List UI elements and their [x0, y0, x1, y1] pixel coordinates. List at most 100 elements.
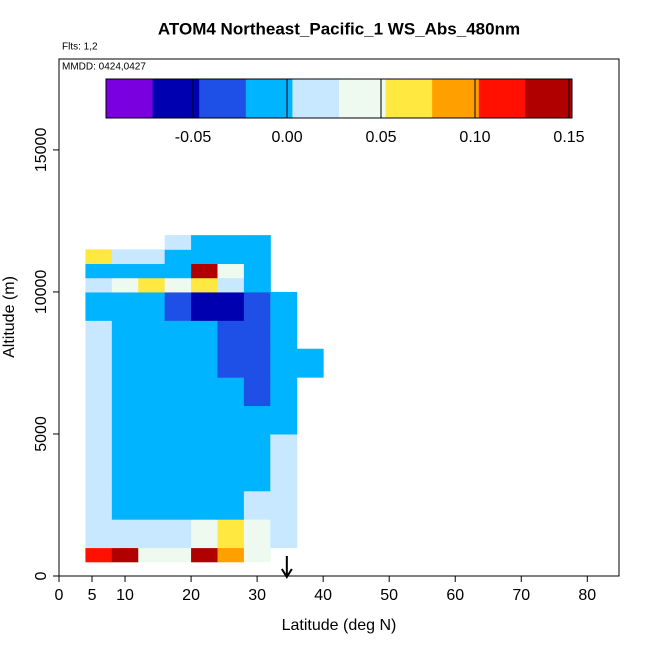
colorbar-block: [339, 79, 387, 118]
heat-cell: [217, 433, 245, 463]
heat-cell: [164, 235, 192, 250]
y-tick-label: 10000: [33, 270, 50, 315]
heat-cell: [270, 462, 298, 492]
heat-cell: [217, 291, 245, 321]
colorbar-block: [525, 79, 573, 118]
heat-cell: [191, 433, 218, 463]
colorbar-block: [152, 79, 200, 118]
heat-cell: [164, 433, 192, 463]
heat-cell: [243, 490, 271, 520]
x-tick-label: 50: [380, 587, 398, 604]
heat-cell: [111, 433, 139, 463]
heat-cell: [217, 277, 245, 293]
heat-cell: [85, 547, 113, 563]
heat-cell: [164, 291, 192, 321]
heat-cell: [111, 490, 139, 520]
colorbar-block: [432, 79, 480, 118]
heat-cell: [191, 235, 218, 250]
heat-cell: [217, 462, 245, 492]
heat-cell: [138, 377, 166, 407]
x-tick-label: 20: [182, 587, 200, 604]
heat-cell: [270, 348, 298, 378]
heat-cell: [138, 320, 166, 350]
heat-cell: [85, 291, 113, 321]
heat-cell: [111, 348, 139, 378]
colorbar-frame: [105, 78, 573, 119]
y-tick-label: 15000: [33, 128, 50, 173]
heat-cell: [270, 377, 298, 407]
heat-cell: [217, 235, 245, 250]
heat-cell: [191, 249, 218, 265]
heat-cell: [164, 490, 192, 520]
x-tick-label: 0: [55, 587, 64, 604]
heat-cell: [111, 320, 139, 350]
heat-cell: [111, 263, 139, 279]
heat-cell: [296, 348, 324, 378]
heat-cell: [164, 519, 192, 549]
heat-cell: [243, 263, 271, 279]
heat-cell: [217, 249, 245, 265]
colorbar-block: [385, 79, 433, 118]
heat-cell: [138, 291, 166, 321]
heat-cell: [217, 547, 245, 563]
heat-cell: [243, 291, 271, 321]
heat-cell: [243, 249, 271, 265]
colorbar-tick-label: 0.10: [459, 129, 490, 146]
heat-cell: [138, 249, 166, 265]
heat-cell: [243, 547, 271, 563]
plot-frame: [58, 58, 620, 577]
x-tick-label: 80: [578, 587, 596, 604]
heat-cell: [191, 377, 218, 407]
colorbar-tick-label: 0.00: [271, 129, 302, 146]
heat-cell: [85, 320, 113, 350]
heat-cell: [164, 405, 192, 435]
heat-cell: [191, 490, 218, 520]
heat-cell: [217, 490, 245, 520]
y-tick-label: 0: [33, 571, 50, 580]
x-tick-label: 40: [314, 587, 332, 604]
heat-cell: [111, 519, 139, 549]
heat-cell: [138, 277, 166, 293]
heat-cell: [217, 519, 245, 549]
heat-cell: [243, 377, 271, 407]
heat-cell: [85, 462, 113, 492]
annotation: Flts: 1,2: [62, 42, 98, 53]
heat-cell: [85, 377, 113, 407]
x-tick-label: 30: [248, 587, 266, 604]
heat-cell: [164, 263, 192, 279]
heat-cell: [217, 320, 245, 350]
chart-title: ATOM4 Northeast_Pacific_1 WS_Abs_480nm: [158, 19, 520, 38]
heat-cell: [111, 405, 139, 435]
heat-cell: [138, 547, 166, 563]
heat-cell: [243, 320, 271, 350]
heat-cell: [164, 377, 192, 407]
heat-cell: [111, 249, 139, 265]
marker-arrow: [280, 556, 293, 579]
heat-cell: [85, 277, 113, 293]
heat-cell: [243, 519, 271, 549]
heat-cell: [85, 263, 113, 279]
x-tick-label: 60: [446, 587, 464, 604]
heat-cell: [270, 320, 298, 350]
heat-cell: [164, 249, 192, 265]
heat-cell: [85, 433, 113, 463]
heat-cell: [111, 291, 139, 321]
heat-cell: [191, 547, 218, 563]
heat-cell: [270, 519, 298, 549]
heat-cell: [270, 433, 298, 463]
heat-cell: [164, 320, 192, 350]
annotation: MMDD: 0424,0427: [62, 62, 146, 73]
heat-cell: [270, 490, 298, 520]
heat-cell: [191, 263, 218, 279]
heat-cell: [243, 235, 271, 250]
heat-cell: [191, 348, 218, 378]
heat-cell: [138, 405, 166, 435]
colorbar-block: [245, 79, 293, 118]
heat-cell: [217, 377, 245, 407]
heat-cell: [243, 348, 271, 378]
heat-cell: [138, 348, 166, 378]
heat-cell: [270, 405, 298, 435]
heat-cell: [243, 462, 271, 492]
heat-cell: [111, 377, 139, 407]
